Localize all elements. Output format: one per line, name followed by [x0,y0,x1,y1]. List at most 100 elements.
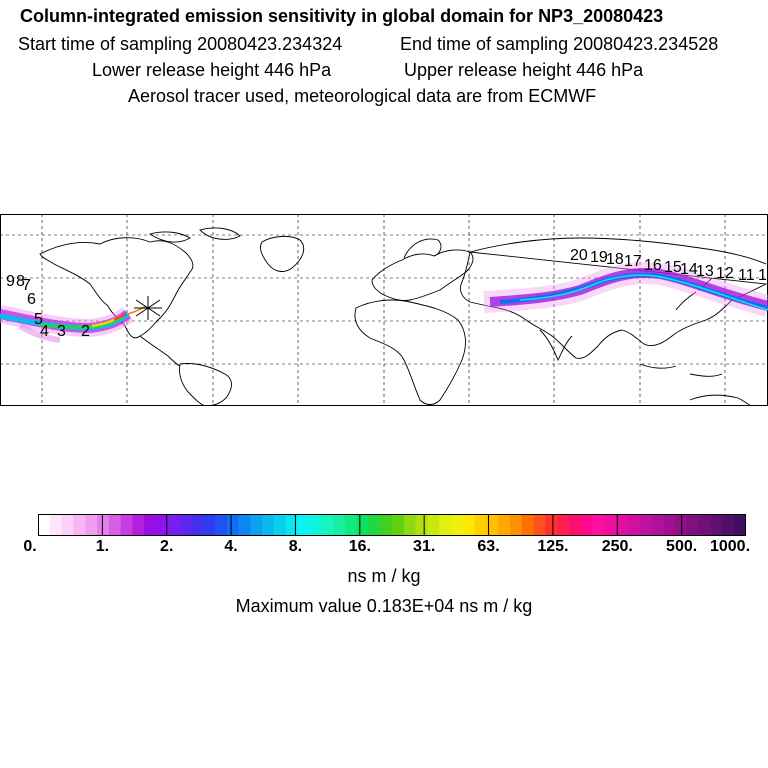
colorbar-cell [309,514,322,536]
track-label: 8 [16,273,25,290]
colorbar-cell [687,514,700,536]
colorbar-cell [710,514,723,536]
track-label: 2 [81,323,90,340]
colorbar-cell [321,514,334,536]
colorbar-cell [333,514,346,536]
colorbar-label: 250. [601,538,633,555]
colorbar-cell [462,514,475,536]
track-label: 20 [570,247,588,264]
colorbar-cell [392,514,405,536]
colorbar-cell [156,514,169,536]
track-label: 16 [644,257,662,274]
sampling-start: Start time of sampling 20080423.234324 [18,34,343,54]
colorbar-cell [285,514,298,536]
colorbar-cell [297,514,310,536]
colorbar-cell [97,514,110,536]
colorbar-cell [238,514,251,536]
track-label: 14 [680,261,698,278]
colorbar-cell [557,514,570,536]
units-label: ns m / kg [347,566,421,586]
colorbar-cell [698,514,711,536]
colorbar-cell [510,514,523,536]
track-label: 4 [40,323,49,340]
colorbar-cell [61,514,74,536]
colorbar-cell [486,514,499,536]
colorbar-cell [628,514,641,536]
track-label: 13 [696,263,714,280]
colorbar-cell [451,514,464,536]
colorbar-cell [120,514,133,536]
track-label: 19 [590,249,608,266]
colorbar-cell [191,514,204,536]
track-label: 12 [716,265,734,282]
colorbar-label: 500. [666,538,698,555]
track-label: 3 [57,323,66,340]
emission-sensitivity-map: 2 3 4 5 6 7 8 9 11 12 13 14 15 16 17 18 … [0,214,768,406]
track-label: 18 [606,251,624,268]
colorbar-cell [179,514,192,536]
track-label: 15 [664,259,682,276]
track-label: 7 [22,277,31,294]
colorbar-label: 125. [537,538,569,555]
colorbar-cell [639,514,652,536]
colorbar-cell [132,514,145,536]
colorbar-cell [49,514,62,536]
colorbar-label: 63. [477,538,500,555]
colorbar-cell [262,514,275,536]
colorbar-label: 8. [288,538,303,555]
track-label: 5 [34,311,43,328]
colorbar-cell [722,514,735,536]
colorbar-cells [38,514,746,536]
colorbar-label: 16. [348,538,371,555]
colorbar-label: 1. [95,538,110,555]
upper-release-height: Upper release height 446 hPa [404,60,644,80]
colorbar-label: 31. [413,538,436,555]
colorbar-cell [616,514,629,536]
colorbar-label: 0. [23,538,37,555]
release-point-marker [134,296,162,320]
colorbar-cell [533,514,546,536]
colorbar-cell [144,514,157,536]
track-label: 17 [624,253,642,270]
colorbar-cell [108,514,121,536]
track-label: 11 [738,267,755,284]
sampling-end: End time of sampling 20080423.234528 [400,34,719,54]
colorbar-cell [368,514,381,536]
colorbar-cell [250,514,263,536]
colorbar-cell [167,514,180,536]
plot-title: Column-integrated emission sensitivity i… [20,6,664,26]
colorbar-cell [356,514,369,536]
maximum-value: Maximum value 0.183E+04 ns m / kg [235,596,533,616]
colorbar-cell [604,514,617,536]
colorbar-cell [226,514,239,536]
track-label: 1 [758,267,767,284]
coastlines [39,227,768,406]
colorbar-cell [592,514,605,536]
colorbar-cell [73,514,86,536]
track-label: 9 [6,273,15,290]
colorbar-cell [580,514,593,536]
colorbar-cell [734,514,746,536]
colorbar-cell [203,514,216,536]
tracer-note: Aerosol tracer used, meteorological data… [128,86,597,106]
colorbar-cell [569,514,582,536]
colorbar-cell [651,514,664,536]
colorbar [38,514,746,536]
colorbar-cell [663,514,676,536]
colorbar-cell [521,514,534,536]
colorbar-cell [344,514,357,536]
colorbar-cell [498,514,511,536]
colorbar-cell [474,514,487,536]
grid-lines [0,214,768,406]
track-labels: 2 3 4 5 6 7 8 9 11 12 13 14 15 16 17 18 … [6,247,767,340]
sensitivity-plume [0,261,768,343]
colorbar-cell [545,514,558,536]
lower-release-height: Lower release height 446 hPa [92,60,332,80]
colorbar-cell [427,514,440,536]
colorbar-cell [415,514,428,536]
colorbar-cell [380,514,393,536]
colorbar-cell [215,514,228,536]
colorbar-cell [274,514,287,536]
colorbar-label: 1000. [709,538,751,555]
colorbar-dividers [101,514,683,536]
